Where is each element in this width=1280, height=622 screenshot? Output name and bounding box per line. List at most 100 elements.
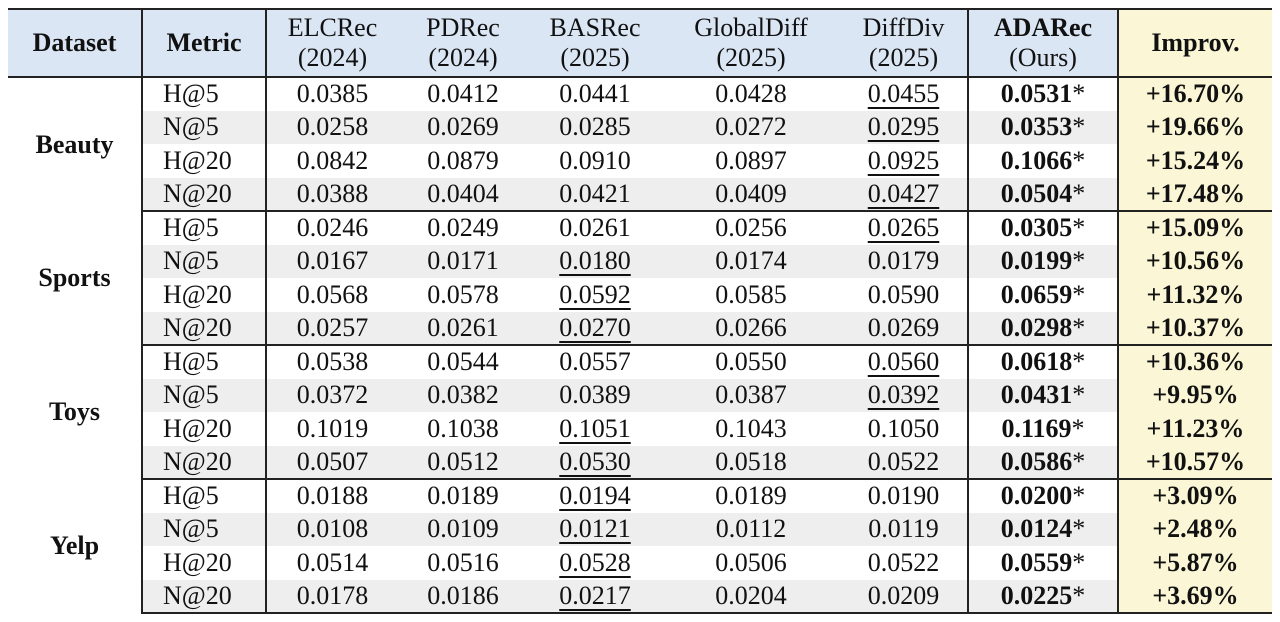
value: 0.0188	[296, 481, 369, 511]
value-cell: 0.0112	[662, 512, 840, 546]
value: 0.0412	[427, 79, 499, 109]
value-cell: 0.0189	[398, 479, 528, 513]
value: 0.0265	[867, 213, 940, 243]
value: 0.0879	[427, 145, 499, 175]
value: 0.0568	[296, 279, 369, 309]
table-row: Beauty H@5 0.0385 0.0412 0.0441 0.0428 0.0455 0…	[8, 77, 1272, 211]
value-cell: 0.0258	[266, 110, 398, 144]
value-cell: 0.0246	[266, 211, 398, 245]
value-cell: 0.0199*	[968, 244, 1119, 278]
value: 0.0189	[715, 481, 787, 511]
metric-cell: N@20	[142, 445, 267, 480]
value-cell: 0.1051	[528, 412, 662, 446]
value: 0.0249	[427, 213, 499, 243]
value-cell: 0.0559*	[968, 546, 1119, 580]
value: 0.0121	[559, 514, 631, 544]
significance-marker: *	[1072, 279, 1086, 309]
value-cell: 0.0269	[398, 110, 528, 144]
best-value: 0.0531	[1000, 79, 1073, 109]
metric-cell: N@5	[142, 512, 267, 546]
value-cell: 0.0592	[528, 278, 662, 312]
table-row: H@20 0.0842 0.0879 0.0910 0.0897 0.0925 0.1066…	[8, 144, 1272, 178]
improv-cell: +10.36%	[1118, 345, 1272, 379]
value: 0.0387	[715, 380, 787, 410]
improv-cell: +16.70%	[1118, 77, 1272, 111]
value-cell: 0.0455	[840, 77, 969, 111]
value-cell: 0.1043	[662, 412, 840, 446]
best-value: 0.0618	[1000, 347, 1073, 377]
best-value: 0.0431	[1000, 380, 1073, 410]
metric-cell: H@5	[142, 211, 267, 245]
significance-marker: *	[1072, 514, 1086, 544]
value: 0.0272	[715, 112, 787, 142]
value: 0.0261	[559, 213, 631, 243]
value: 0.0578	[427, 279, 499, 309]
value: 0.0382	[427, 380, 499, 410]
value-cell: 0.0353*	[968, 110, 1119, 144]
improv-cell: +2.48%	[1118, 512, 1272, 546]
table-row: H@20 0.1019 0.1038 0.1051 0.1043 0.1050 0.1169…	[8, 412, 1272, 446]
value-cell: 0.0121	[528, 512, 662, 546]
value-cell: 0.0209	[840, 579, 969, 614]
value-cell: 0.0266	[662, 311, 840, 346]
value: 0.0178	[296, 580, 369, 610]
value: 0.0258	[296, 112, 369, 142]
value: 0.0441	[559, 79, 631, 109]
table-row: N@5 0.0167 0.0171 0.0180 0.0174 0.0179 0.0199*…	[8, 244, 1272, 278]
value-cell: 0.0421	[528, 177, 662, 212]
improv-cell: +3.69%	[1118, 579, 1272, 614]
value: 0.0194	[559, 481, 631, 511]
significance-marker: *	[1072, 446, 1086, 476]
value-cell: 0.0382	[398, 378, 528, 412]
value-cell: 0.0514	[266, 546, 398, 580]
value: 0.0112	[715, 514, 787, 544]
significance-marker: *	[1072, 79, 1086, 109]
value: 0.0428	[715, 79, 787, 109]
value-cell: 0.0842	[266, 144, 398, 178]
metric-cell: H@20	[142, 278, 267, 312]
value: 0.0925	[867, 145, 940, 175]
value-cell: 0.0530	[528, 445, 662, 480]
value-cell: 0.0265	[840, 211, 969, 245]
significance-marker: *	[1072, 380, 1086, 410]
header-improv: Improv.	[1118, 8, 1272, 78]
best-value: 0.0586	[1000, 446, 1073, 476]
value-cell: 0.0518	[662, 445, 840, 480]
value-cell: 0.0431*	[968, 378, 1119, 412]
value: 0.0261	[427, 312, 499, 342]
value: 0.0186	[427, 580, 499, 610]
value-cell: 0.0427	[840, 177, 969, 212]
value-cell: 0.0305*	[968, 211, 1119, 245]
dataset-label: Yelp	[8, 479, 143, 613]
header-method-basrec: BASRec (2025)	[528, 8, 662, 78]
improv-cell: +19.66%	[1118, 110, 1272, 144]
value-cell: 0.1019	[266, 412, 398, 446]
value: 0.0516	[427, 547, 499, 577]
best-value: 0.0504	[1000, 178, 1073, 208]
significance-marker: *	[1072, 347, 1086, 377]
value-cell: 0.0178	[266, 579, 398, 614]
best-value: 0.0659	[1000, 279, 1073, 309]
value: 0.0171	[427, 246, 499, 276]
value-cell: 0.0897	[662, 144, 840, 178]
improv-cell: +11.23%	[1118, 412, 1272, 446]
value: 0.0179	[867, 246, 940, 276]
value: 0.0266	[715, 312, 787, 342]
value-cell: 0.0388	[266, 177, 398, 212]
value-cell: 0.0618*	[968, 345, 1119, 379]
value: 0.0285	[559, 112, 631, 142]
value-cell: 0.0186	[398, 579, 528, 614]
significance-marker: *	[1072, 312, 1086, 342]
value-cell: 0.0560	[840, 345, 969, 379]
best-value: 0.0298	[1000, 312, 1073, 342]
value: 0.1050	[867, 413, 940, 443]
metric-cell: N@20	[142, 579, 267, 614]
significance-marker: *	[1072, 580, 1086, 610]
best-value: 0.0353	[1000, 112, 1073, 142]
significance-marker: *	[1072, 178, 1086, 208]
value: 0.0372	[296, 380, 369, 410]
value: 0.0522	[867, 446, 940, 476]
table-row: Yelp H@5 0.0188 0.0189 0.0194 0.0189 0.0190 0.0…	[8, 479, 1272, 613]
value: 0.0385	[296, 79, 369, 109]
value: 0.0528	[559, 547, 631, 577]
